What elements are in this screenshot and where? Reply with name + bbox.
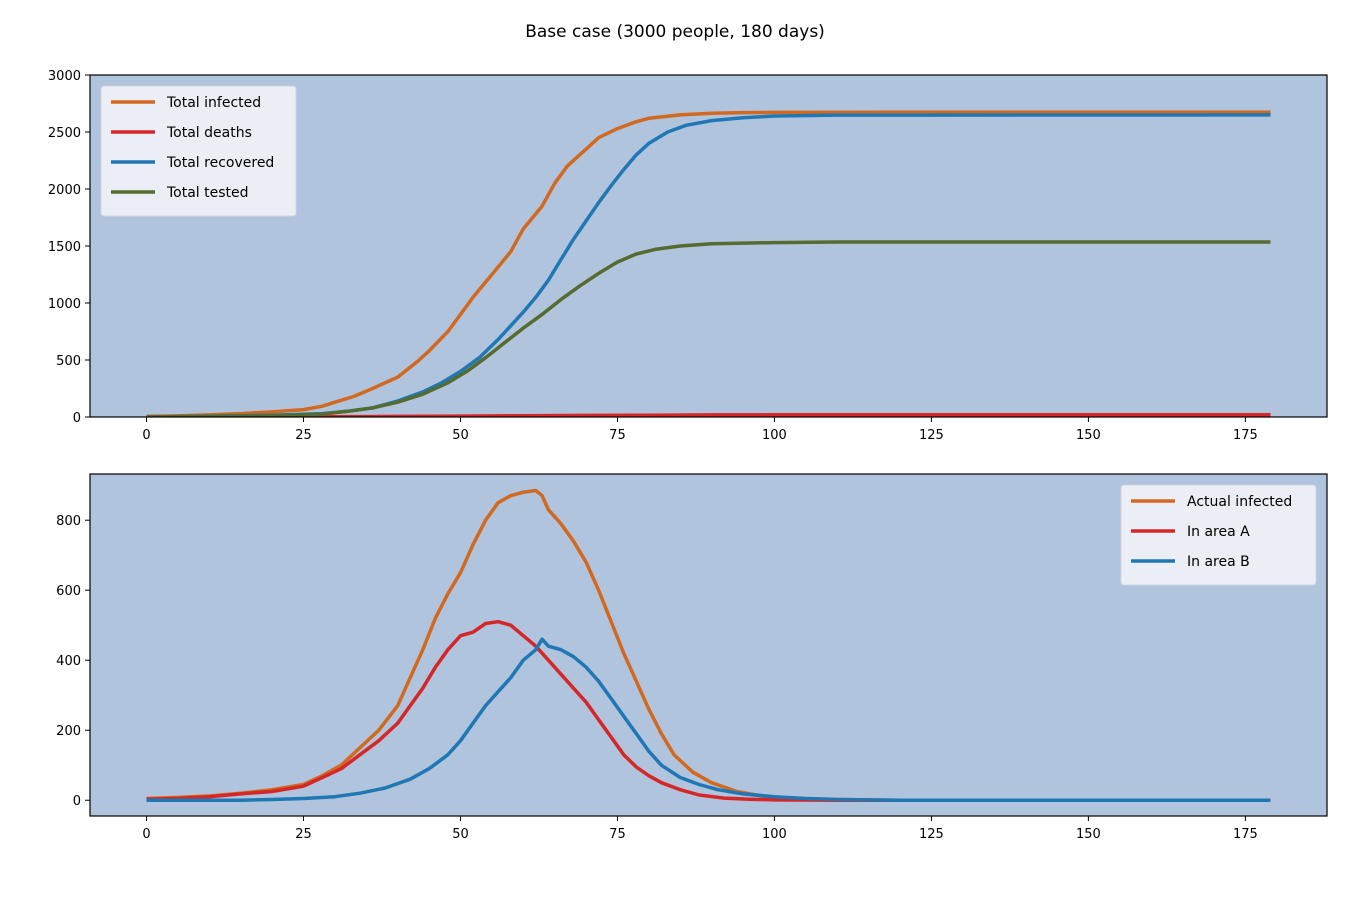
top-xtick-label: 50 xyxy=(452,428,469,443)
top-legend-label-total-deaths: Total deaths xyxy=(166,125,252,141)
top-legend-label-total-infected: Total infected xyxy=(166,95,261,111)
bottom-series-line-in-area-a xyxy=(146,619,1271,802)
bottom-chart-panel: 0 25 50 75 100 125 150 175 0 200 400 600 800 Actual i… xyxy=(56,473,1328,842)
top-legend-label-total-recovered: Total recovered xyxy=(166,155,274,171)
top-legend: Total infected Total deaths Total recovere… xyxy=(100,85,297,217)
bottom-xtick-label: 0 xyxy=(142,827,150,842)
top-xtick-label: 75 xyxy=(609,428,626,443)
top-ytick-label: 3000 xyxy=(48,69,81,84)
top-xtick-label: 125 xyxy=(919,428,944,443)
top-ytick-label: 1000 xyxy=(48,297,81,312)
bottom-legend-label-in-area-b: In area B xyxy=(1187,554,1250,570)
bottom-legend: Actual infected In area A In area B xyxy=(1120,484,1317,586)
top-ytick-label: 500 xyxy=(56,354,81,369)
top-ytick-label: 2500 xyxy=(48,126,81,141)
bottom-xtick-label: 150 xyxy=(1076,827,1101,842)
top-legend-label-total-tested: Total tested xyxy=(166,185,249,201)
bottom-ytick-label: 200 xyxy=(56,724,81,739)
top-xtick-label: 175 xyxy=(1233,428,1258,443)
bottom-xtick-label: 25 xyxy=(295,827,312,842)
figure-title: Base case (3000 people, 180 days) xyxy=(525,22,825,42)
bottom-ytick-label: 800 xyxy=(56,514,81,529)
top-series-line-total-infected xyxy=(146,110,1271,417)
top-series-line-total-tested xyxy=(146,240,1271,417)
bottom-ytick-label: 400 xyxy=(56,654,81,669)
bottom-ytick-label: 0 xyxy=(73,794,81,809)
bottom-series-line-in-area-b xyxy=(146,637,1271,802)
top-xtick-label: 150 xyxy=(1076,428,1101,443)
top-xtick-label: 25 xyxy=(295,428,312,443)
bottom-axes-frame xyxy=(89,473,1328,817)
bottom-legend-label-in-area-a: In area A xyxy=(1187,524,1250,540)
bottom-legend-label-actual-infected: Actual infected xyxy=(1187,494,1292,510)
top-legend-box xyxy=(100,85,297,217)
bottom-xtick-label: 100 xyxy=(762,827,787,842)
top-chart-panel: 0 25 50 75 100 125 150 175 0 500 1000 1500 2000 2500 3… xyxy=(48,69,1328,443)
top-ytick-label: 2000 xyxy=(48,183,81,198)
top-ytick-label: 1500 xyxy=(48,240,81,255)
top-series-group xyxy=(146,110,1271,417)
bottom-xtick-label: 125 xyxy=(919,827,944,842)
bottom-xtick-label: 175 xyxy=(1233,827,1258,842)
bottom-series-group xyxy=(146,488,1271,802)
bottom-series-line-actual-infected xyxy=(146,488,1271,802)
bottom-xtick-label: 75 xyxy=(609,827,626,842)
top-xtick-label: 0 xyxy=(142,428,150,443)
bottom-xtick-label: 50 xyxy=(452,827,469,842)
top-xtick-label: 100 xyxy=(762,428,787,443)
top-ytick-label: 0 xyxy=(73,411,81,426)
bottom-ytick-label: 600 xyxy=(56,584,81,599)
